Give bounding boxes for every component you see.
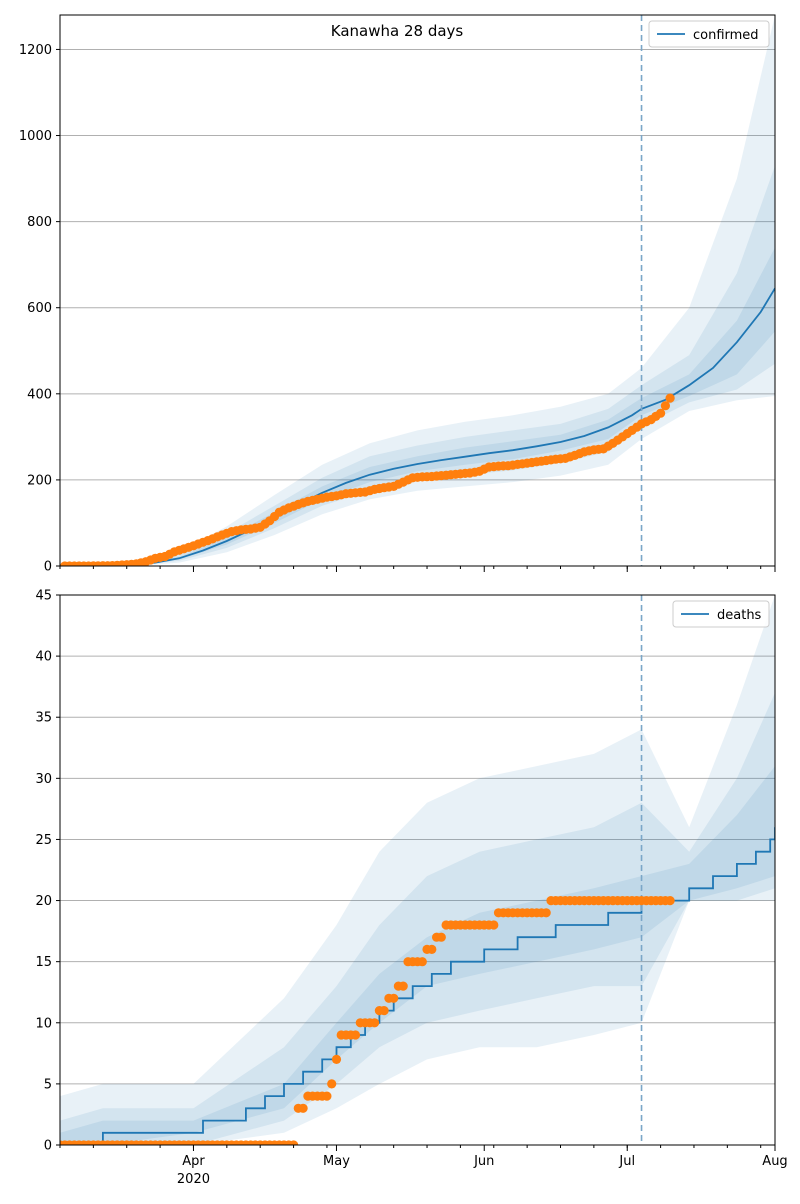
confirmed-axes-frame	[59, 14, 776, 567]
deaths-xtick-label: Apr	[182, 1154, 205, 1169]
confirmed-legend: confirmed	[648, 20, 770, 48]
confirmed-ytick-label: 800	[27, 215, 52, 230]
confirmed-ytick-label: 1200	[19, 43, 52, 58]
confirmed-observed-point	[660, 401, 671, 411]
deaths-xtick-label: May	[323, 1154, 350, 1169]
deaths-observed-point	[370, 1018, 380, 1028]
deaths-observed-point	[436, 932, 446, 942]
deaths-observed-point	[417, 957, 427, 967]
deaths-observed-point	[489, 920, 499, 930]
deaths-xtick-label: Jun	[473, 1154, 494, 1169]
deaths-ytick-label: 45	[35, 589, 52, 604]
confirmed-band-inner	[60, 247, 775, 566]
deaths-observed-point	[665, 896, 675, 906]
deaths-xtick-label: Jul	[618, 1154, 635, 1169]
confirmed-observed-point	[656, 408, 666, 418]
confirmed-ytick-label: 1000	[19, 129, 52, 144]
deaths-observed-point	[541, 908, 551, 918]
deaths-xtick-label: Aug	[762, 1154, 787, 1169]
confirmed-legend-box	[648, 20, 770, 48]
deaths-observed-point	[331, 1054, 342, 1064]
deaths-ytick-label: 25	[35, 833, 52, 848]
confirmed-ytick-label: 400	[27, 387, 52, 402]
confirmed-observed-point	[665, 393, 675, 403]
deaths-band-outer	[60, 595, 775, 1145]
deaths-model-line	[60, 827, 775, 1145]
deaths-axes-frame	[59, 594, 776, 1146]
deaths-observed-point	[350, 1030, 361, 1040]
deaths-ytick-label: 35	[35, 711, 52, 726]
deaths-xtick-sublabel: 2020	[177, 1172, 210, 1187]
deaths-ytick-label: 5	[44, 1077, 52, 1092]
deaths-band-inner	[60, 766, 775, 1145]
confirmed-legend-label: confirmed	[693, 28, 759, 43]
deaths-ytick-label: 40	[35, 650, 52, 665]
deaths-ytick-label: 10	[35, 1016, 52, 1031]
confirmed-ytick-label: 200	[27, 473, 52, 488]
deaths-legend: deaths	[672, 600, 770, 628]
confirmed-plot-area	[60, 15, 775, 566]
deaths-observed-point	[398, 981, 408, 991]
deaths-ytick-label: 30	[35, 772, 52, 787]
deaths-observed-point	[289, 1140, 299, 1145]
deaths-observed-point	[379, 1006, 389, 1016]
deaths-observed-point	[298, 1103, 308, 1113]
confirmed-model-line	[60, 287, 775, 566]
deaths-panel: 0 5 10 15 20 25 30 35 40 45 Apr 2020 May Jun Jul Aug dea…	[35, 589, 787, 1188]
deaths-observed-point	[322, 1091, 332, 1101]
deaths-observed-point	[389, 993, 399, 1003]
deaths-plot-area	[60, 595, 775, 1145]
confirmed-panel: 0 200 400 600 800 1000 1200 confirmed	[19, 14, 776, 575]
deaths-ytick-label: 0	[44, 1139, 52, 1154]
deaths-observed-point	[427, 944, 437, 955]
deaths-observed-point	[327, 1079, 337, 1089]
confirmed-band-outer	[60, 15, 775, 566]
confirmed-ytick-label: 600	[27, 301, 52, 316]
deaths-ytick-label: 15	[35, 955, 52, 970]
deaths-legend-label: deaths	[717, 608, 762, 623]
deaths-ytick-label: 20	[35, 894, 52, 909]
chart-title: Kanawha 28 days	[331, 22, 464, 40]
deaths-legend-box	[672, 600, 770, 628]
confirmed-ytick-label: 0	[44, 560, 52, 575]
deaths-band-middle	[60, 692, 775, 1145]
